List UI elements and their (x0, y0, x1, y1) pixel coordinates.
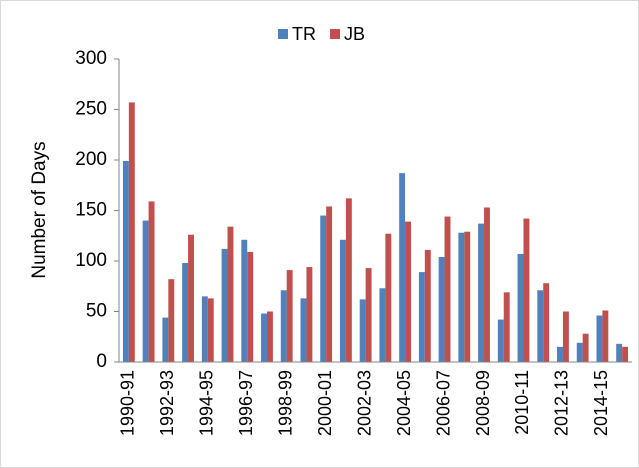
bar (359, 299, 366, 362)
x-tick-label: 1996-97 (236, 370, 256, 436)
bar (162, 317, 169, 362)
bar (424, 249, 431, 362)
x-tick-label: 2014-15 (591, 370, 611, 436)
legend-label: JB (344, 24, 365, 44)
bar (444, 216, 451, 362)
bar (478, 223, 485, 362)
bar (537, 290, 544, 362)
bar (261, 313, 267, 362)
bar (227, 226, 234, 362)
bar (241, 239, 248, 362)
bar (122, 161, 129, 362)
bar (188, 234, 194, 362)
bar (221, 248, 228, 362)
y-tick-label: 50 (86, 301, 107, 322)
bar (247, 251, 254, 362)
bar (464, 231, 471, 362)
y-tick-label: 250 (75, 99, 107, 120)
x-tick-label: 2006-07 (433, 370, 453, 436)
bar (562, 311, 569, 362)
bar (182, 263, 189, 362)
bar (201, 296, 208, 362)
bar (523, 218, 530, 362)
x-tick-label: 1992-93 (157, 370, 177, 436)
y-tick-label: 0 (96, 351, 107, 372)
bar (557, 346, 563, 362)
bar (365, 268, 372, 362)
bar (168, 279, 175, 362)
x-tick-label: 2002-03 (354, 370, 374, 436)
bar (207, 298, 214, 362)
bar (379, 288, 386, 362)
bar (576, 342, 583, 362)
x-tick-label: 1998-99 (275, 370, 295, 436)
bar (300, 298, 307, 362)
bar (503, 292, 510, 362)
y-axis-title: Number of Days (29, 141, 50, 278)
x-tick-label: 2004-05 (394, 370, 414, 436)
y-tick-label: 300 (75, 48, 107, 69)
x-tick-label: 2012-13 (552, 370, 572, 436)
bar (128, 102, 135, 363)
y-tick-label: 150 (75, 200, 107, 221)
bar (280, 290, 287, 362)
legend-swatch (278, 29, 288, 39)
bar (339, 239, 346, 362)
bar (405, 221, 412, 362)
bar (582, 333, 589, 362)
bar (616, 343, 623, 362)
bar (326, 206, 333, 362)
bar (484, 207, 490, 362)
y-tick-label: 200 (75, 149, 107, 170)
bar (543, 283, 550, 362)
bar (286, 270, 293, 362)
bar (438, 256, 445, 362)
bar (306, 267, 313, 362)
y-tick-label: 100 (75, 250, 107, 271)
bar (399, 173, 406, 362)
legend-swatch (330, 29, 340, 39)
x-tick-label: 2008-09 (473, 370, 493, 436)
bar (622, 346, 629, 362)
bar (497, 319, 504, 362)
x-tick-label: 2000-01 (315, 370, 335, 436)
legend-label: TR (292, 24, 316, 44)
bar (385, 233, 392, 362)
x-tick-label: 1990-91 (118, 370, 138, 436)
bar (266, 311, 273, 362)
bar (345, 198, 352, 362)
x-tick-label: 1994-95 (197, 370, 217, 436)
bar (517, 253, 524, 362)
bar (596, 315, 603, 362)
bar (142, 220, 149, 362)
bar (602, 310, 609, 362)
bar (320, 215, 327, 362)
bar (148, 201, 155, 362)
bar (458, 232, 465, 362)
bar (418, 272, 425, 362)
x-tick-label: 2010-11 (512, 370, 532, 435)
